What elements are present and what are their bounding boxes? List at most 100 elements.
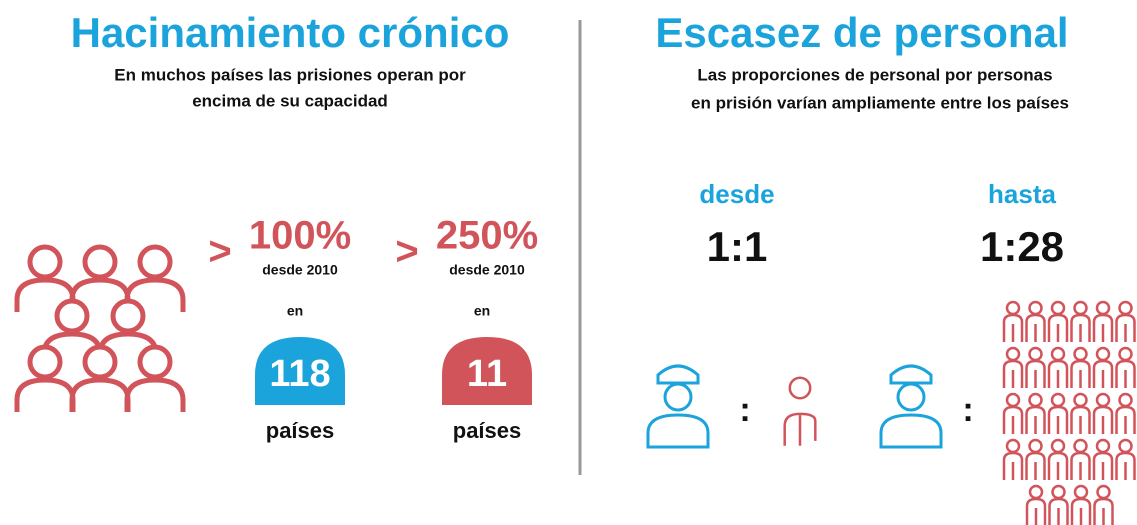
prisoner-icon [1092,313,1114,342]
prisoner-icon [1028,300,1043,316]
subtitle: En muchos países las prisiones operan po… [114,65,466,84]
prisoner-icon [1050,392,1066,408]
symbol: > [208,230,231,274]
ratio: 1:28 [980,223,1064,270]
prisoner-icon [788,376,812,400]
prisoner-icon [1095,392,1111,408]
prisoner-icon [1070,313,1091,342]
subtitle: Las proporciones de personal por persona… [697,65,1052,84]
prisoner-icon [1002,451,1024,480]
person-icon [124,277,186,312]
separator: : [739,391,750,429]
prisoner-icon [1118,300,1133,316]
prisoner-icon [1028,484,1044,500]
prisoner-icon [1092,405,1114,434]
prisoner-icon [1118,346,1133,362]
person-icon [110,298,146,334]
person-icon [27,244,63,280]
person-icon [124,377,186,412]
prisoner-icon [1028,438,1043,454]
prisoner-icon [1070,451,1091,480]
guard-icon [879,413,943,449]
prisoner-icon [1005,300,1021,316]
prisoner-icon [1050,438,1066,454]
title: Escasez de personal [655,9,1068,56]
ratio-label: hasta [988,179,1056,209]
guard-icon [656,364,700,385]
prisoner-icon [1073,484,1089,500]
prisoner-icon [1070,405,1091,434]
in: en [474,303,490,319]
prisoner-icon [1095,300,1111,316]
prisoner-icon [1073,300,1088,316]
prisoner-icon [1005,392,1021,408]
prisoner-icon [1050,300,1066,316]
prisoner-icon [1025,497,1047,525]
prisoner-icon [1002,405,1024,434]
prisoner-icon [1047,451,1069,480]
unit: países [266,418,335,443]
prisoner-icon [1118,392,1133,408]
prisoner-icon [1096,484,1111,500]
prisoner-icon [1095,346,1111,362]
count: 11 [467,353,507,395]
badge [255,337,345,405]
prisoner-icon [1047,405,1069,434]
person-icon [14,377,76,412]
guard-icon [896,382,926,412]
prisoner-icon [1050,346,1066,362]
prisoner-icon [1092,451,1114,480]
prisoner-icon [1051,484,1066,500]
prisoner-icon [1115,405,1136,434]
prisoner-icon [1002,313,1024,342]
person-icon [54,298,90,334]
person-icon [137,244,173,280]
prisoner-icon [1093,497,1114,525]
prisoner-icon [1025,405,1046,434]
prisoner-icon [1092,359,1114,388]
person-icon [27,344,63,380]
prisoner-icon [1028,392,1043,408]
ratio-label: desde [699,179,774,209]
prisoner-icon [1070,497,1092,525]
prisoner-icon [1048,497,1069,525]
subtitle: encima de su capacidad [192,91,388,110]
person-icon [82,244,118,280]
prisoner-icon [1095,438,1111,454]
count: 118 [269,353,330,395]
in: en [287,303,303,319]
person-icon [137,344,173,380]
person-icon [82,344,118,380]
prisoner-icon [1073,346,1088,362]
percent: 250% [436,214,538,258]
prisoner-icon [1025,451,1046,480]
prisoner-icon [1073,438,1088,454]
prisoner-icon [1115,359,1136,388]
prisoner-icon [1047,313,1069,342]
prisoner-icon [1115,451,1136,480]
prisoner-icon [1002,359,1024,388]
symbol: > [395,230,418,274]
prisoner-icon [1028,346,1043,362]
since: desde 2010 [262,262,338,278]
since: desde 2010 [449,262,525,278]
guard-icon [663,382,693,412]
subtitle: en prisión varían ampliamente entre los … [691,93,1069,112]
title: Hacinamiento crónico [71,9,510,56]
prisoner-icon [783,412,817,446]
prisoner-icon [1115,313,1136,342]
prisoner-icon [1005,346,1021,362]
ratio: 1:1 [707,223,768,270]
badge [442,337,532,405]
prisoner-icon [1025,313,1046,342]
prisoner-icon [1070,359,1091,388]
prisoner-icon [1073,392,1088,408]
prisoner-icon [1005,438,1021,454]
prisoner-icon [1025,359,1046,388]
guard-icon [889,364,933,385]
prisoner-icon [1118,438,1133,454]
percent: 100% [249,214,351,258]
guard-icon [646,413,710,449]
separator: : [962,391,973,429]
